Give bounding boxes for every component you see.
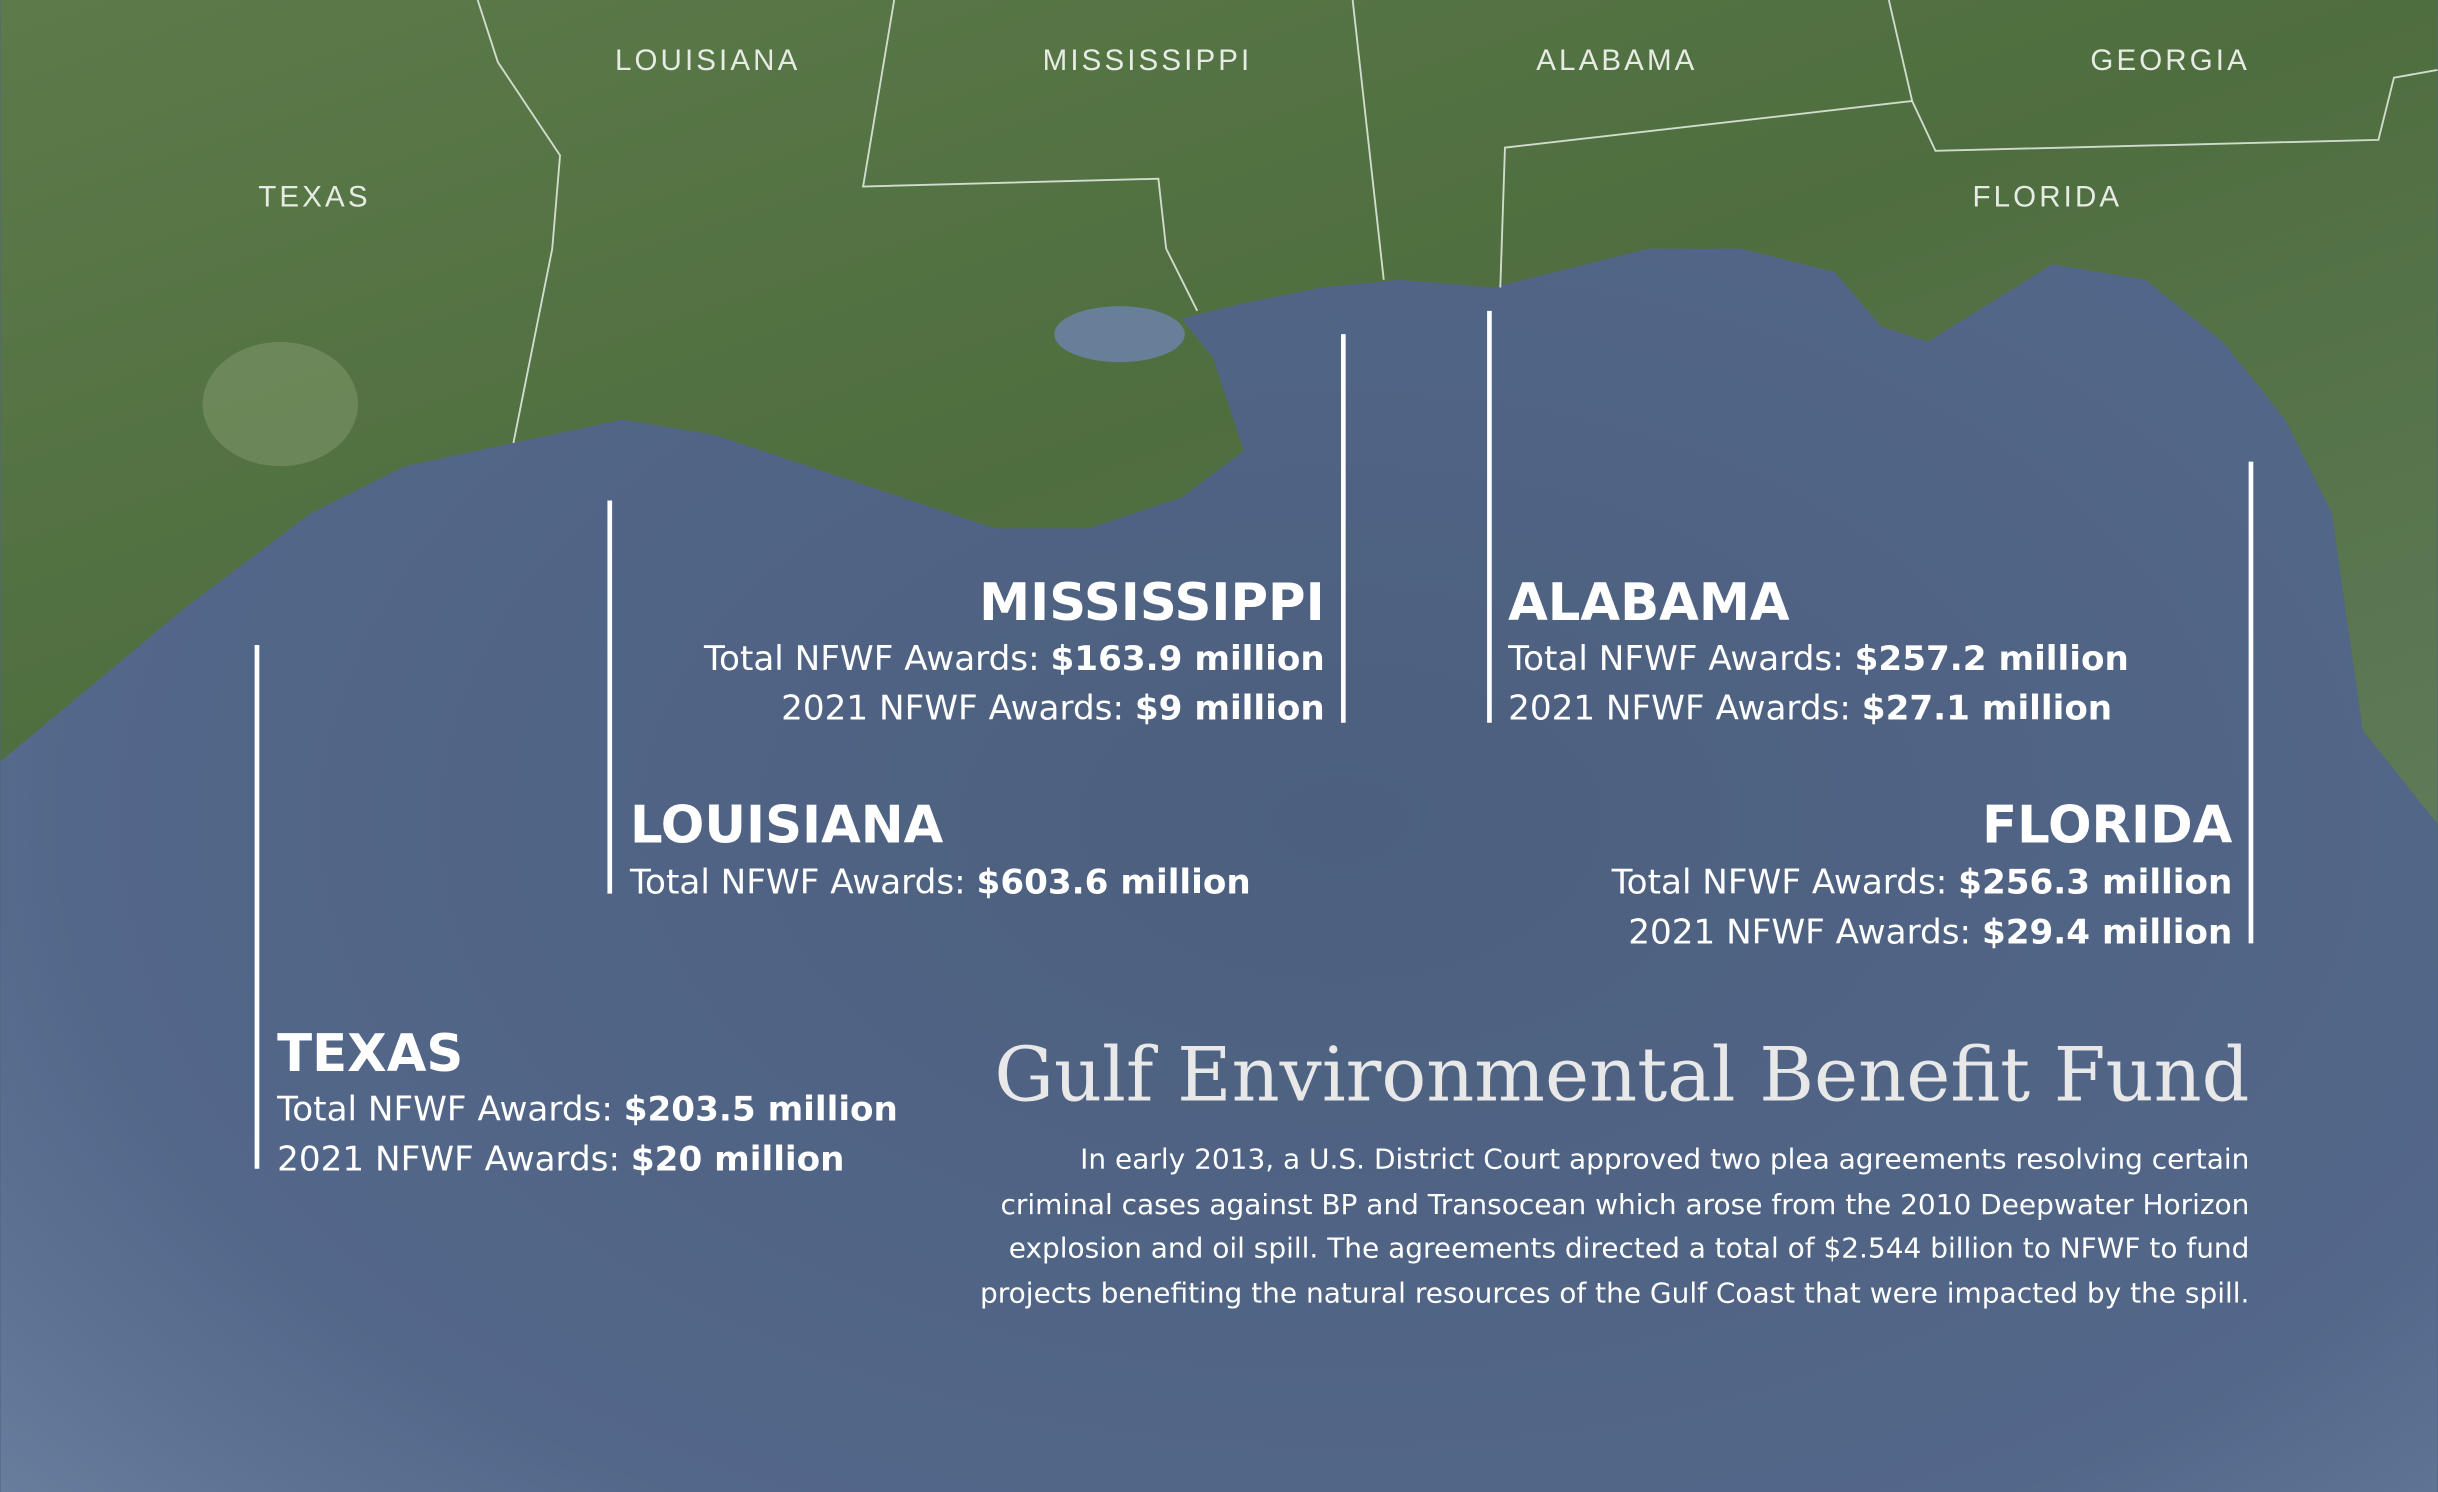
state-border [1351, 0, 1385, 280]
land [0, 0, 2438, 824]
state-name: ALABAMA [1508, 573, 1790, 633]
label: Total NFWF Awards: [629, 863, 966, 903]
amount: $29.4 million [1982, 912, 2232, 952]
lake [1054, 306, 1185, 363]
description-line: In early 2013, a U.S. District Court app… [1080, 1143, 2249, 1176]
label: 2021 NFWF Awards: [277, 1139, 620, 1179]
map-label: MISSISSIPPI [1043, 44, 1253, 77]
amount: $9 million [1135, 689, 1325, 729]
map-label: ALABAMA [1536, 44, 1697, 77]
total-awards: Total NFWF Awards: $256.3 million [1611, 863, 2233, 903]
amount: $27.1 million [1862, 689, 2112, 729]
state-border [1887, 0, 2438, 152]
map-label: GEORGIA [2090, 44, 2250, 77]
label: Total NFWF Awards: [1611, 863, 1948, 903]
recent-awards: 2021 NFWF Awards: $29.4 million [1628, 912, 2232, 952]
state-border [1499, 100, 1913, 288]
state-border [476, 0, 561, 444]
amount: $203.5 million [624, 1090, 898, 1130]
description-line: projects benefiting the natural resource… [980, 1276, 2249, 1309]
total-awards: Total NFWF Awards: $603.6 million [629, 863, 1251, 903]
state-name: TEXAS [277, 1024, 463, 1084]
map-label: LOUISIANA [615, 44, 800, 77]
description-line: criminal cases against BP and Transocean… [1000, 1188, 2249, 1221]
title: Gulf Environmental Benefit Fund [994, 1031, 2249, 1118]
recent-awards: 2021 NFWF Awards: $27.1 million [1508, 689, 2112, 729]
label: 2021 NFWF Awards: [1628, 912, 1971, 952]
total-awards: Total NFWF Awards: $203.5 million [276, 1090, 898, 1130]
total-awards: Total NFWF Awards: $163.9 million [703, 639, 1325, 679]
label: Total NFWF Awards: [276, 1090, 613, 1130]
map-label: TEXAS [258, 181, 370, 214]
label: Total NFWF Awards: [703, 639, 1040, 679]
amount: $20 million [631, 1139, 845, 1179]
land-texture [202, 341, 358, 467]
map-label: FLORIDA [1973, 181, 2123, 214]
amount: $163.9 million [1051, 639, 1325, 679]
state-name: MISSISSIPPI [979, 573, 1325, 633]
state-border [861, 0, 1199, 312]
recent-awards: 2021 NFWF Awards: $9 million [781, 689, 1325, 729]
state-name: FLORIDA [1982, 795, 2233, 855]
amount: $256.3 million [1958, 863, 2232, 903]
amount: $603.6 million [977, 863, 1251, 903]
label: Total NFWF Awards: [1507, 639, 1844, 679]
total-awards: Total NFWF Awards: $257.2 million [1507, 639, 2129, 679]
label: 2021 NFWF Awards: [781, 689, 1124, 729]
amount: $257.2 million [1855, 639, 2129, 679]
state-name: LOUISIANA [630, 795, 944, 855]
description-line: explosion and oil spill. The agreements … [1009, 1231, 2250, 1264]
label: 2021 NFWF Awards: [1508, 689, 1851, 729]
recent-awards: 2021 NFWF Awards: $20 million [277, 1139, 844, 1179]
